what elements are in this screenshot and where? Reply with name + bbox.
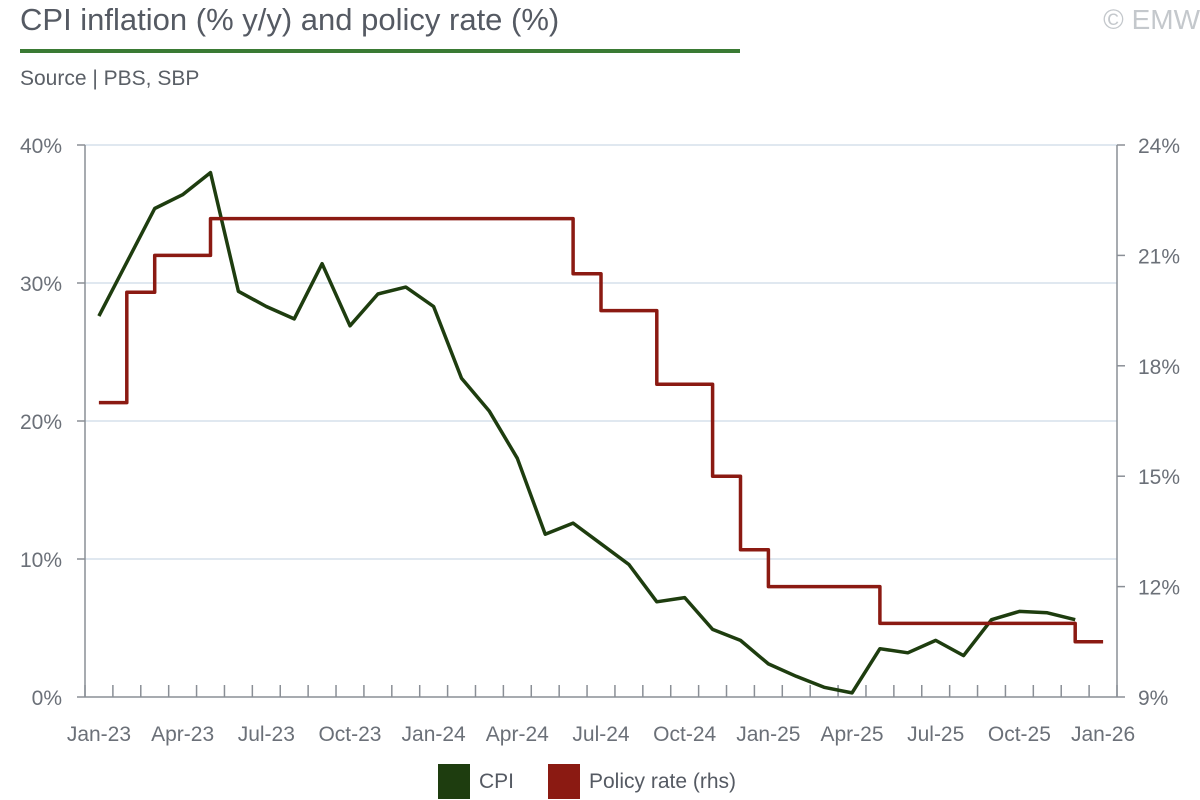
y-left-tick-label: 10%: [20, 549, 62, 572]
y-right-tick-label: 18%: [1138, 356, 1180, 379]
title-underline: [20, 49, 740, 53]
x-tick-label: Jan-24: [402, 723, 467, 746]
x-tick-label: Oct-25: [988, 723, 1051, 746]
x-tick-label: Apr-23: [151, 723, 214, 746]
legend-swatch-cpi: [438, 764, 470, 799]
line-chart: 0% 10% 20% 30% 40% 9% 12% 15% 18% 21% 24% Jan-23 Apr…: [20, 135, 1180, 746]
x-tick-label: Apr-24: [486, 723, 549, 746]
x-tick-label: Oct-23: [318, 723, 381, 746]
x-tick-label: Jan-25: [736, 723, 800, 746]
x-tick-label: Jul-25: [907, 723, 964, 746]
y-left-tick-label: 0%: [32, 687, 62, 710]
y-left-tick-label: 20%: [20, 411, 62, 434]
y-left-tick-label: 40%: [20, 135, 62, 158]
cpi-line: [97, 170, 1076, 695]
x-tick-label: Jan-26: [1071, 723, 1135, 746]
legend-label-cpi: CPI: [479, 769, 515, 793]
chart-title: CPI inflation (% y/y) and policy rate (%…: [20, 2, 560, 37]
x-tick-label: Jul-23: [238, 723, 295, 746]
copyright-mark: © EMW: [1103, 4, 1200, 35]
y-left-tick-label: 30%: [20, 273, 62, 296]
legend-label-policy-rate: Policy rate (rhs): [589, 769, 737, 793]
legend: CPI Policy rate (rhs): [0, 764, 1200, 800]
policy-rate-line: [98, 216, 1104, 644]
y-right-tick-label: 21%: [1138, 245, 1180, 268]
y-right-tick-label: 24%: [1138, 135, 1180, 158]
x-tick-label: Apr-25: [821, 723, 884, 746]
x-tick-label: Oct-24: [653, 723, 716, 746]
x-tick-label: Jul-24: [572, 723, 630, 746]
source-note: Source | PBS, SBP: [20, 67, 200, 90]
y-right-tick-label: 12%: [1138, 577, 1180, 600]
y-right-tick-label: 15%: [1138, 466, 1180, 489]
y-right-tick-label: 9%: [1138, 687, 1168, 710]
legend-item-cpi: CPI: [438, 764, 514, 799]
legend-item-policy-rate: Policy rate (rhs): [548, 764, 736, 799]
x-tick-label: Jan-23: [67, 723, 131, 746]
legend-swatch-policy-rate: [548, 764, 580, 799]
